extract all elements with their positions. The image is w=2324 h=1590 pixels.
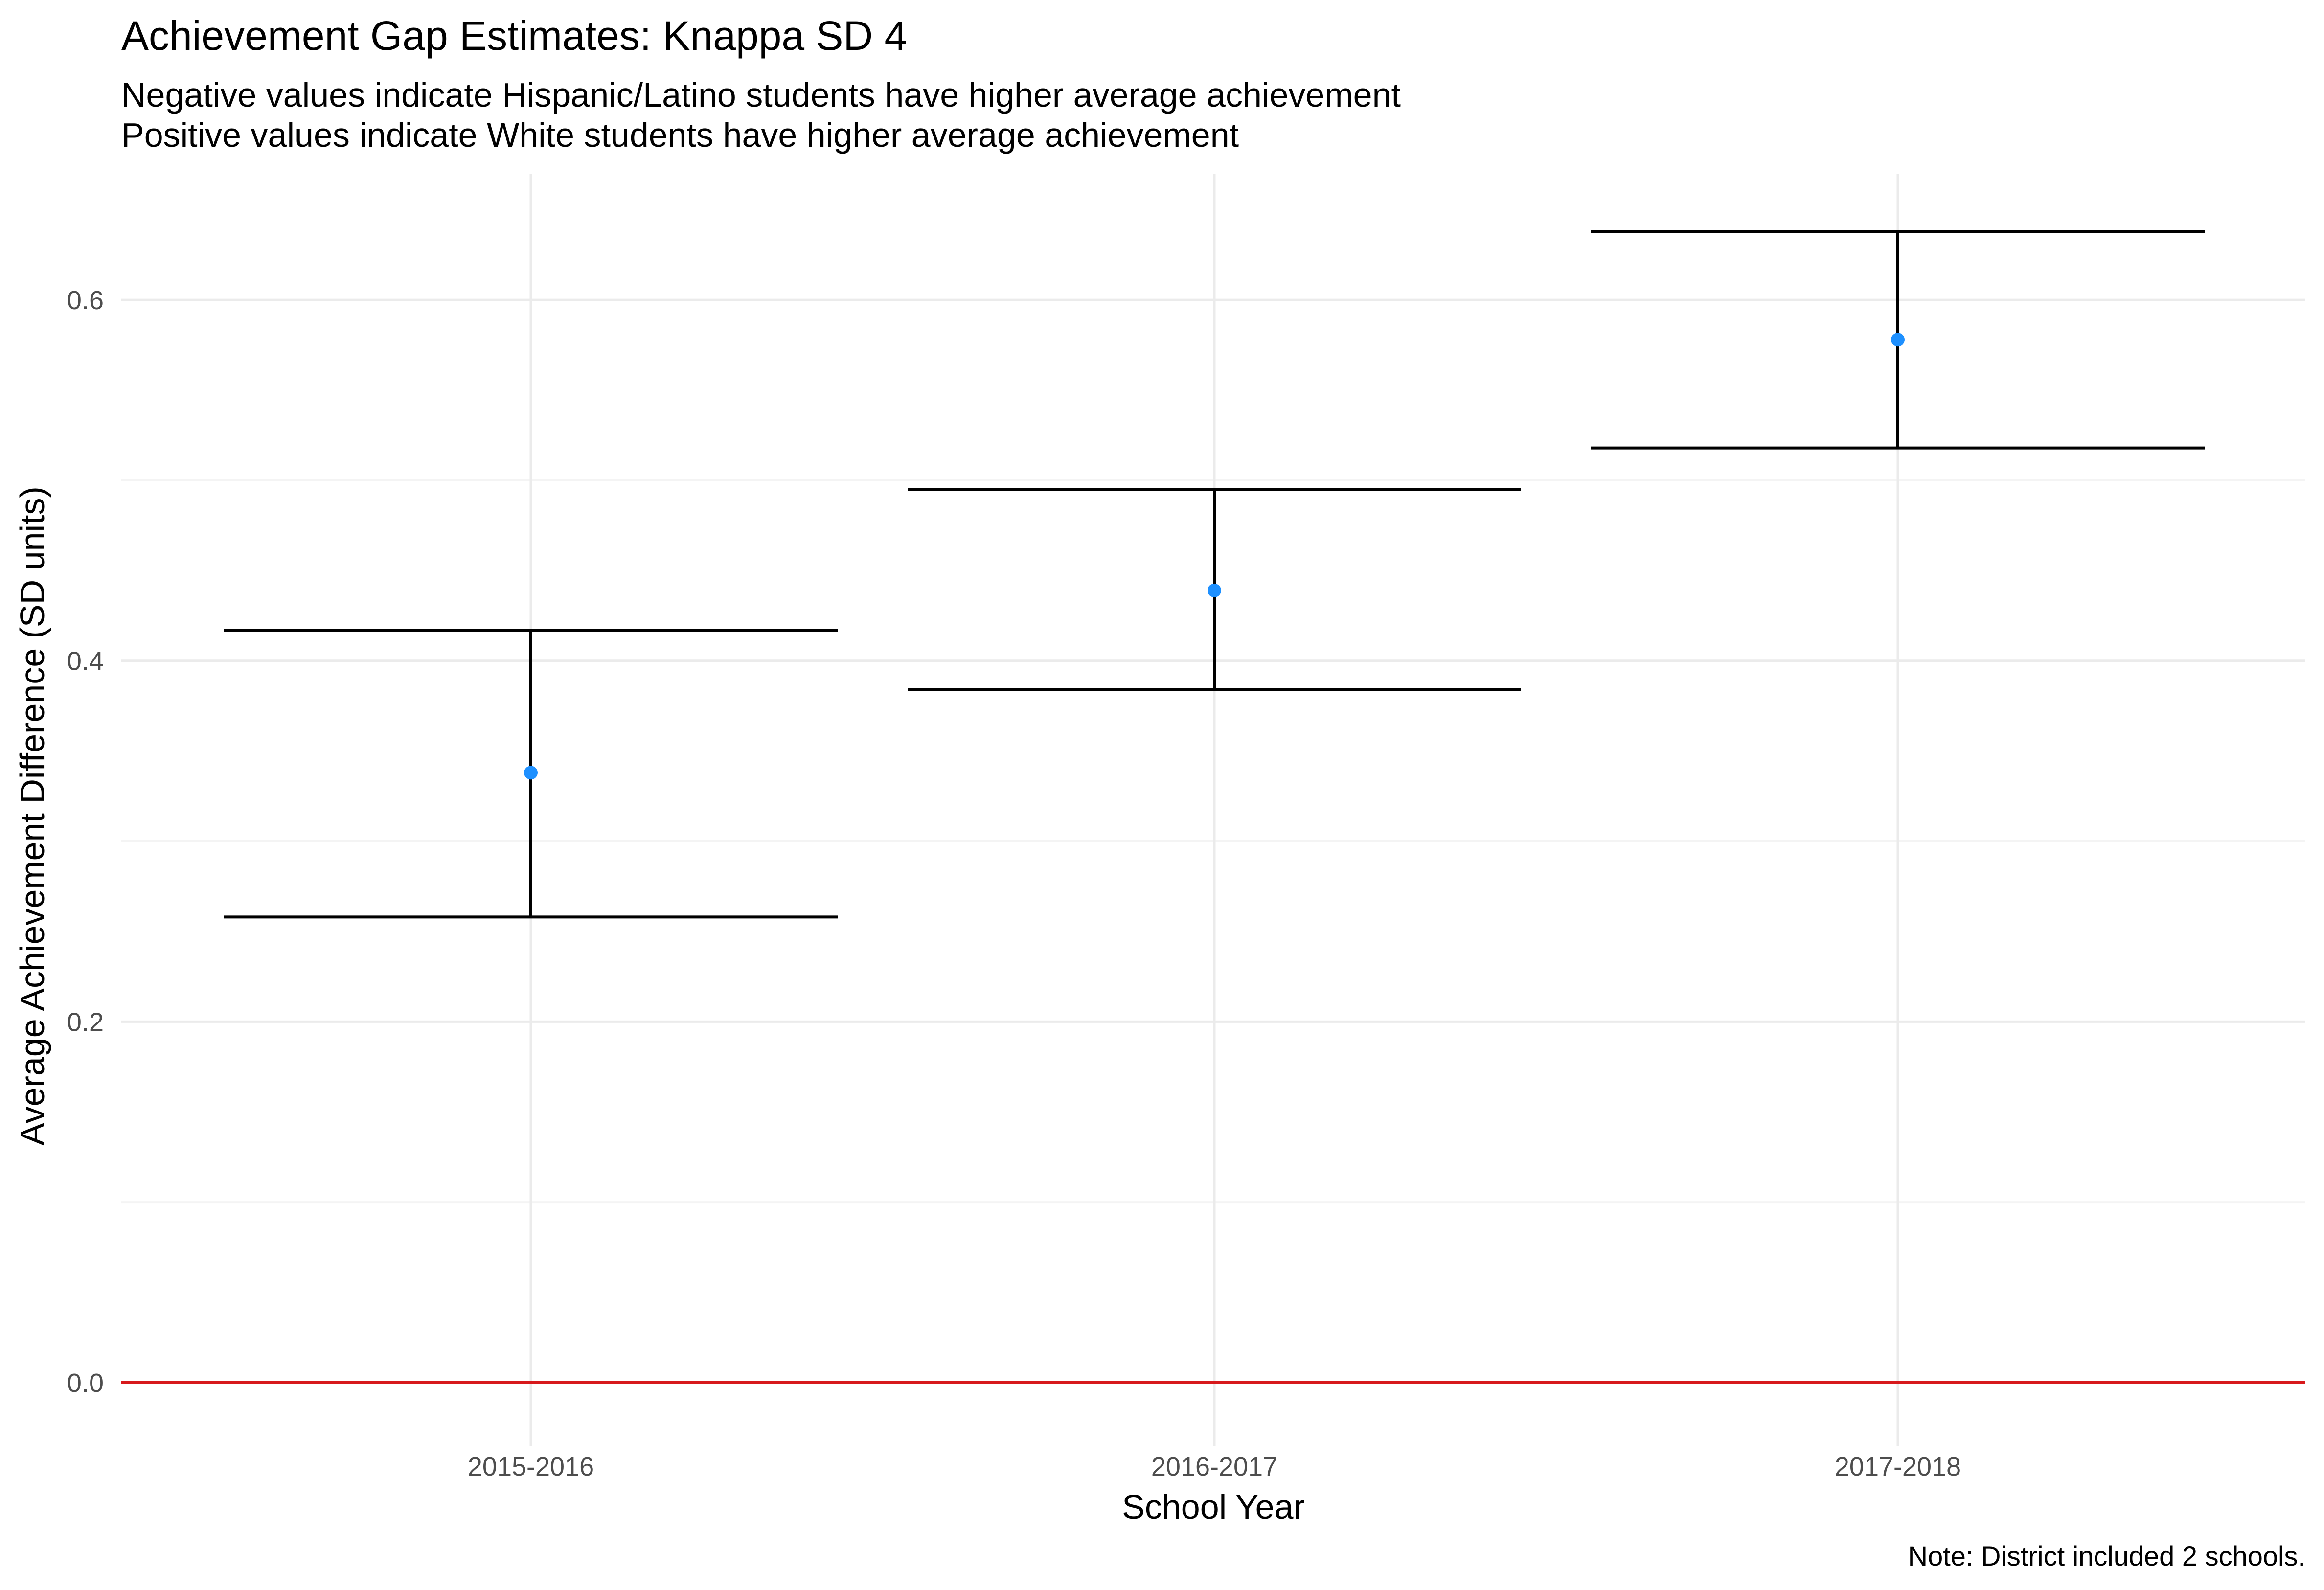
y-tick-label-0: 0.0 xyxy=(67,1368,104,1398)
y-tick-label-1: 0.2 xyxy=(67,1007,104,1037)
y-tick-label-2: 0.4 xyxy=(67,647,104,676)
y-tick-label-3: 0.6 xyxy=(67,286,104,315)
y-axis-title: Average Achievement Difference (SD units… xyxy=(13,486,51,1146)
chart-subtitle-line-1: Negative values indicate Hispanic/Latino… xyxy=(121,76,1401,114)
x-axis-tick-labels: 2015-2016 2016-2017 2017-2018 xyxy=(468,1452,1961,1481)
x-tick-label-0: 2015-2016 xyxy=(468,1452,594,1481)
x-tick-label-1: 2016-2017 xyxy=(1151,1452,1277,1481)
chart-caption: Note: District included 2 schools. xyxy=(1908,1541,2305,1571)
points xyxy=(524,333,1905,780)
chart-title: Achievement Gap Estimates: Knappa SD 4 xyxy=(121,13,907,59)
chart-subtitle-line-2: Positive values indicate White students … xyxy=(121,116,1239,154)
y-axis-tick-labels: 0.0 0.2 0.4 0.6 xyxy=(67,286,104,1398)
estimate-point-1 xyxy=(1208,583,1221,597)
estimate-point-2 xyxy=(1891,333,1905,347)
estimate-point-0 xyxy=(524,766,538,780)
x-tick-label-2: 2017-2018 xyxy=(1835,1452,1961,1481)
x-axis-title: School Year xyxy=(1122,1488,1305,1526)
